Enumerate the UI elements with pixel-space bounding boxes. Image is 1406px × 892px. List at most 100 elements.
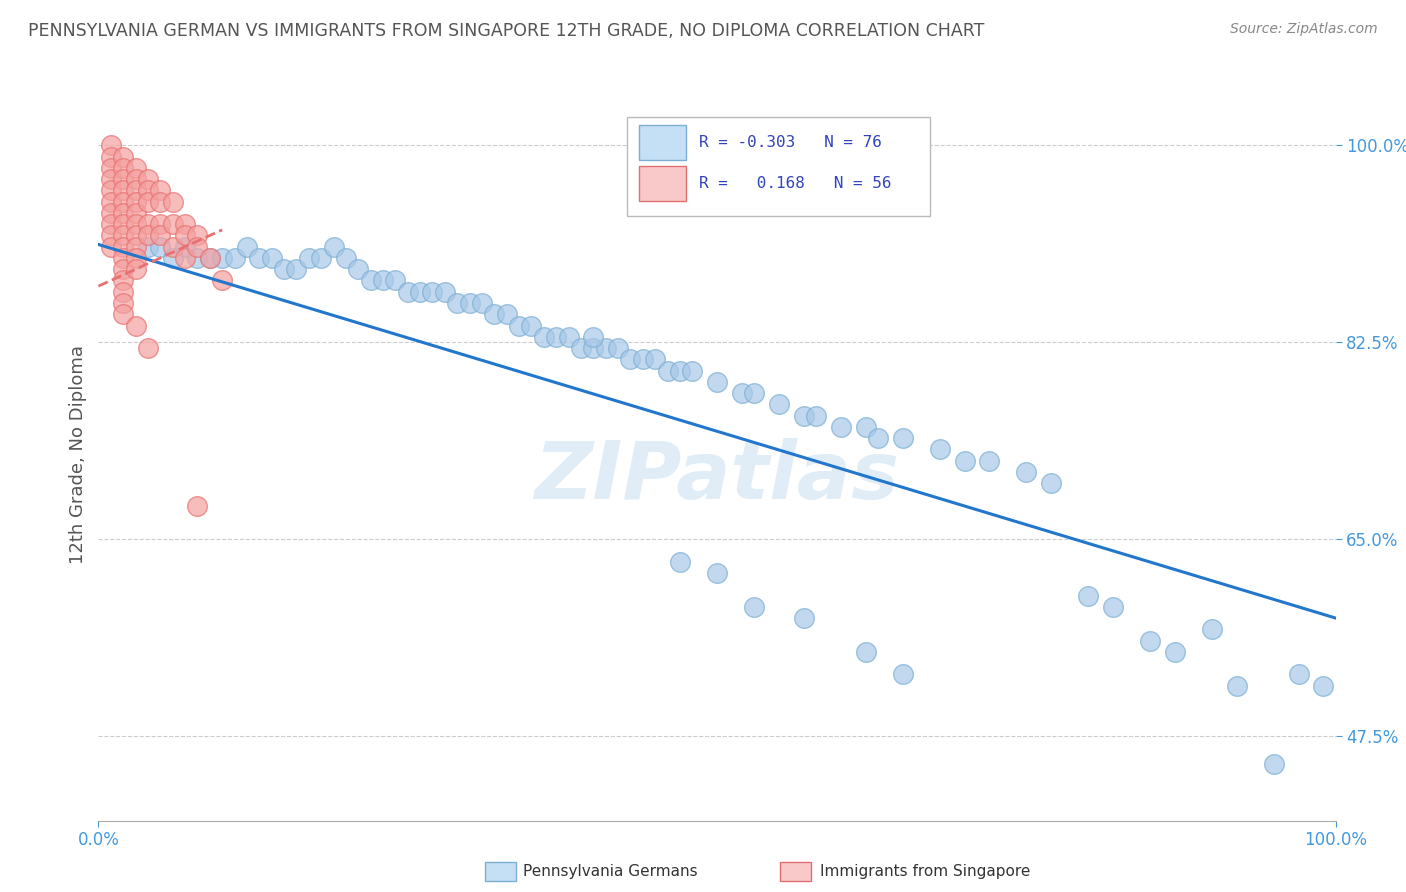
Point xyxy=(607,341,630,355)
Point xyxy=(335,251,357,265)
Point xyxy=(124,228,146,243)
Point xyxy=(112,150,135,164)
Point xyxy=(112,194,135,209)
Point xyxy=(124,318,146,333)
Point xyxy=(1139,633,1161,648)
FancyBboxPatch shape xyxy=(640,125,686,161)
FancyBboxPatch shape xyxy=(627,117,929,216)
Point xyxy=(100,184,122,198)
Point xyxy=(124,206,146,220)
Point xyxy=(804,409,827,423)
Point xyxy=(124,262,146,277)
Point xyxy=(236,240,259,254)
Text: ZIPatlas: ZIPatlas xyxy=(534,438,900,516)
Point xyxy=(830,419,852,434)
Point xyxy=(569,341,592,355)
Point xyxy=(742,599,765,614)
Point xyxy=(100,150,122,164)
Point xyxy=(347,262,370,277)
Point xyxy=(162,217,184,231)
Point xyxy=(124,251,146,265)
Point xyxy=(1164,645,1187,659)
Point xyxy=(631,352,654,367)
Point xyxy=(149,184,172,198)
Point xyxy=(100,206,122,220)
Point xyxy=(124,217,146,231)
Point xyxy=(124,172,146,186)
Text: Immigrants from Singapore: Immigrants from Singapore xyxy=(820,864,1031,879)
Point xyxy=(644,352,666,367)
Point xyxy=(162,194,184,209)
Point xyxy=(582,330,605,344)
Point xyxy=(174,228,197,243)
Point xyxy=(484,307,506,321)
Point xyxy=(247,251,270,265)
Point xyxy=(124,194,146,209)
Point xyxy=(112,240,135,254)
Point xyxy=(953,453,976,467)
Point xyxy=(100,217,122,231)
Point xyxy=(149,240,172,254)
Point xyxy=(409,285,432,299)
Point xyxy=(100,161,122,175)
Text: Source: ZipAtlas.com: Source: ZipAtlas.com xyxy=(1230,22,1378,37)
Point xyxy=(162,240,184,254)
Point xyxy=(136,217,159,231)
Point xyxy=(112,228,135,243)
Point xyxy=(112,296,135,310)
Point xyxy=(669,363,692,377)
Point xyxy=(136,172,159,186)
Point xyxy=(891,667,914,681)
Point xyxy=(1201,623,1223,637)
Point xyxy=(136,240,159,254)
Point xyxy=(124,184,146,198)
Point xyxy=(100,138,122,153)
Point xyxy=(1226,679,1249,693)
Text: PENNSYLVANIA GERMAN VS IMMIGRANTS FROM SINGAPORE 12TH GRADE, NO DIPLOMA CORRELAT: PENNSYLVANIA GERMAN VS IMMIGRANTS FROM S… xyxy=(28,22,984,40)
Point xyxy=(174,251,197,265)
Point xyxy=(112,285,135,299)
Point xyxy=(855,645,877,659)
Point xyxy=(136,194,159,209)
Point xyxy=(285,262,308,277)
Point xyxy=(112,184,135,198)
Point xyxy=(174,217,197,231)
Point xyxy=(928,442,950,457)
Point xyxy=(162,251,184,265)
Point xyxy=(891,431,914,445)
Point xyxy=(112,262,135,277)
Point xyxy=(446,296,468,310)
Point xyxy=(112,307,135,321)
Point xyxy=(508,318,530,333)
Point xyxy=(360,273,382,287)
Point xyxy=(224,251,246,265)
FancyBboxPatch shape xyxy=(640,166,686,201)
Point xyxy=(112,161,135,175)
Point xyxy=(1077,589,1099,603)
Point xyxy=(396,285,419,299)
Point xyxy=(136,184,159,198)
Point xyxy=(112,273,135,287)
Point xyxy=(1288,667,1310,681)
Point xyxy=(186,499,208,513)
Point xyxy=(557,330,579,344)
Point xyxy=(112,217,135,231)
Point xyxy=(495,307,517,321)
Point xyxy=(793,409,815,423)
Point xyxy=(979,453,1001,467)
Point xyxy=(100,194,122,209)
Point xyxy=(533,330,555,344)
Point xyxy=(260,251,283,265)
Point xyxy=(298,251,321,265)
Point xyxy=(681,363,703,377)
Point xyxy=(124,161,146,175)
Point xyxy=(124,240,146,254)
Point xyxy=(422,285,444,299)
Point xyxy=(433,285,456,299)
Point xyxy=(309,251,332,265)
Point xyxy=(546,330,568,344)
Point xyxy=(471,296,494,310)
Point xyxy=(706,566,728,580)
Point xyxy=(112,172,135,186)
Point xyxy=(669,555,692,569)
